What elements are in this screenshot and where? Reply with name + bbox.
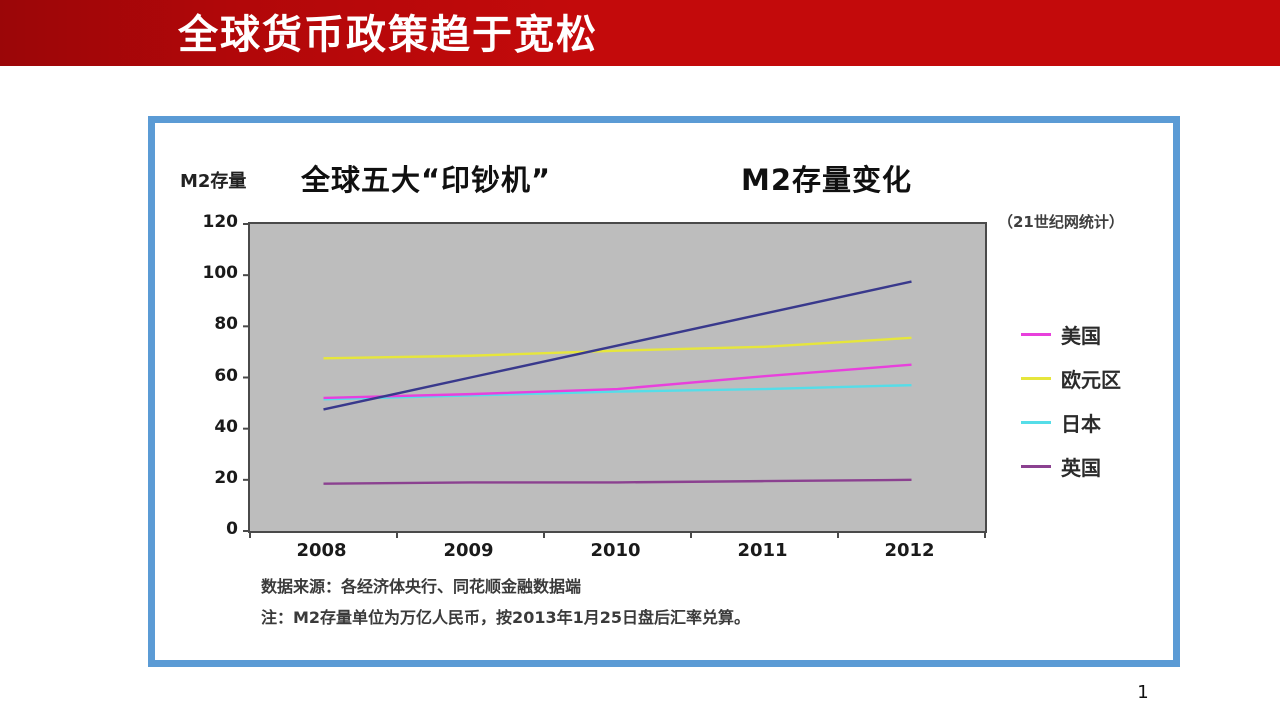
series-line-日本	[323, 383, 912, 401]
chart-panel: M2存量 全球五大“印钞机” M2存量变化 （21世纪网统计） 120 100 80…	[148, 116, 1180, 667]
series-line-美国	[323, 363, 912, 400]
legend-swatch	[1021, 332, 1051, 336]
legend-item-美国: 美国	[1021, 323, 1121, 348]
x-axis-tick-label: 2011	[737, 540, 788, 561]
series-line-unlabeled-navy	[323, 280, 912, 411]
y-axis-tick-label: 0	[226, 519, 238, 539]
x-axis-tick-label: 2009	[443, 540, 494, 561]
x-axis-tick-label: 2008	[296, 540, 347, 561]
legend-label: 日本	[1061, 411, 1101, 436]
note-unit-remark: 注：M2存量单位为万亿人民币，按2013年1月25日盘后汇率兑算。	[261, 608, 750, 627]
y-axis-tick-label: 40	[214, 416, 238, 437]
legend-swatch	[1021, 420, 1051, 424]
y-axis-tick-label: 100	[202, 263, 239, 284]
legend-swatch	[1021, 464, 1051, 468]
chart-title-left: 全球五大“印钞机”	[301, 163, 552, 197]
series-line-欧元区	[323, 336, 912, 360]
legend-item-欧元区: 欧元区	[1021, 367, 1121, 392]
x-axis-tick-label: 2010	[590, 540, 641, 561]
y-axis-tick-label: 60	[214, 365, 238, 386]
page-number: 1	[1137, 682, 1149, 703]
y-axis-tick-label: 80	[214, 314, 238, 335]
y-axis-tick-label: 20	[214, 467, 238, 488]
line-chart-svg	[243, 223, 986, 538]
plot-area	[243, 222, 987, 538]
x-axis-tick-label: 2012	[884, 540, 935, 561]
slide-header-bar: 全球货币政策趋于宽松	[0, 0, 1280, 66]
series-line-英国	[323, 478, 912, 485]
legend-label: 美国	[1061, 323, 1101, 348]
y-axis-title: M2存量	[180, 171, 247, 192]
legend-label: 欧元区	[1061, 367, 1121, 392]
slide-title: 全球货币政策趋于宽松	[178, 12, 598, 58]
legend-item-日本: 日本	[1021, 411, 1121, 436]
chart-title-right: M2存量变化	[741, 163, 913, 197]
source-attribution: （21世纪网统计）	[998, 213, 1124, 231]
legend-label: 英国	[1061, 455, 1101, 480]
chart-panel-inner: M2存量 全球五大“印钞机” M2存量变化 （21世纪网统计） 120 100 80…	[155, 123, 1173, 660]
note-data-source: 数据来源：各经济体央行、同花顺金融数据端	[261, 577, 582, 596]
legend-item-英国: 英国	[1021, 455, 1121, 480]
chart-legend: 美国 欧元区 日本 英国	[1021, 323, 1121, 480]
y-axis-tick-label: 120	[202, 212, 239, 232]
legend-swatch	[1021, 376, 1051, 380]
